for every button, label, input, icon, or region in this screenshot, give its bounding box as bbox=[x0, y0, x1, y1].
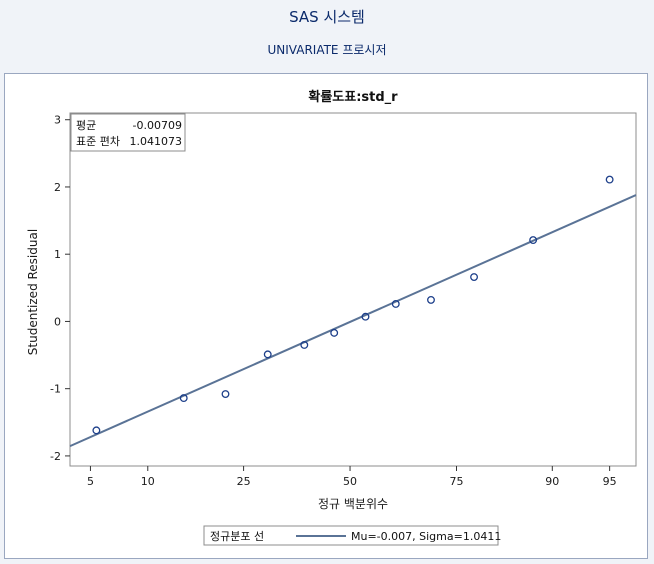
legend-title: 정규분포 선 bbox=[210, 530, 264, 543]
x-tick-label: 10 bbox=[141, 475, 155, 488]
data-point bbox=[179, 394, 188, 403]
x-tick-label: 75 bbox=[449, 475, 463, 488]
inset-mean-label: 평균 bbox=[76, 119, 96, 132]
normal-fit-line bbox=[69, 194, 637, 448]
system-title: SAS 시스템 bbox=[289, 8, 365, 26]
data-point bbox=[361, 312, 370, 321]
data-point bbox=[529, 236, 538, 245]
x-tick-label: 50 bbox=[343, 475, 357, 488]
y-tick-label: -1 bbox=[50, 383, 61, 396]
inset-std-label: 표준 편차 bbox=[76, 135, 120, 148]
data-point bbox=[330, 328, 339, 337]
x-tick-label: 25 bbox=[237, 475, 251, 488]
y-tick-label: 0 bbox=[54, 315, 61, 328]
data-point bbox=[391, 300, 400, 308]
data-points bbox=[92, 175, 614, 435]
data-point bbox=[300, 341, 309, 349]
probability-plot: 확률도표:std_r 5 10 25 50 75 90 95 -2 -1 0 1 2 3 평균 -0.… bbox=[26, 89, 637, 546]
stats-inset-box bbox=[70, 113, 186, 152]
chart-title: 확률도표:std_r bbox=[308, 89, 398, 105]
x-tick-label: 90 bbox=[545, 475, 559, 488]
data-point bbox=[605, 175, 614, 184]
x-tick-label: 95 bbox=[603, 475, 617, 488]
data-point bbox=[263, 350, 272, 359]
data-point bbox=[427, 295, 435, 304]
y-tick-label: 3 bbox=[54, 114, 61, 127]
y-tick-label: -2 bbox=[50, 450, 61, 463]
inset-std-value: 1.041073 bbox=[130, 135, 183, 148]
y-axis: -2 -1 0 1 2 3 bbox=[50, 114, 70, 463]
y-tick-label: 2 bbox=[54, 181, 61, 194]
y-tick-label: 1 bbox=[54, 248, 61, 261]
data-point bbox=[221, 390, 230, 399]
legend-entry: Mu=-0.007, Sigma=1.0411 bbox=[351, 530, 501, 543]
x-tick-label: 5 bbox=[87, 475, 94, 488]
data-point bbox=[470, 273, 479, 282]
y-axis-label: Studentized Residual bbox=[26, 229, 40, 355]
inset-mean-value: -0.00709 bbox=[133, 119, 182, 132]
legend-box bbox=[203, 525, 499, 546]
plot-area bbox=[69, 112, 637, 467]
data-point bbox=[92, 426, 101, 435]
x-axis: 5 10 25 50 75 90 95 bbox=[87, 466, 617, 488]
procedure-title: UNIVARIATE 프로시저 bbox=[267, 43, 387, 57]
x-axis-label: 정규 백분위수 bbox=[318, 497, 388, 511]
chart-frame: 확률도표:std_r 5 10 25 50 75 90 95 -2 -1 0 1 2 3 평균 -0.… bbox=[4, 73, 648, 559]
